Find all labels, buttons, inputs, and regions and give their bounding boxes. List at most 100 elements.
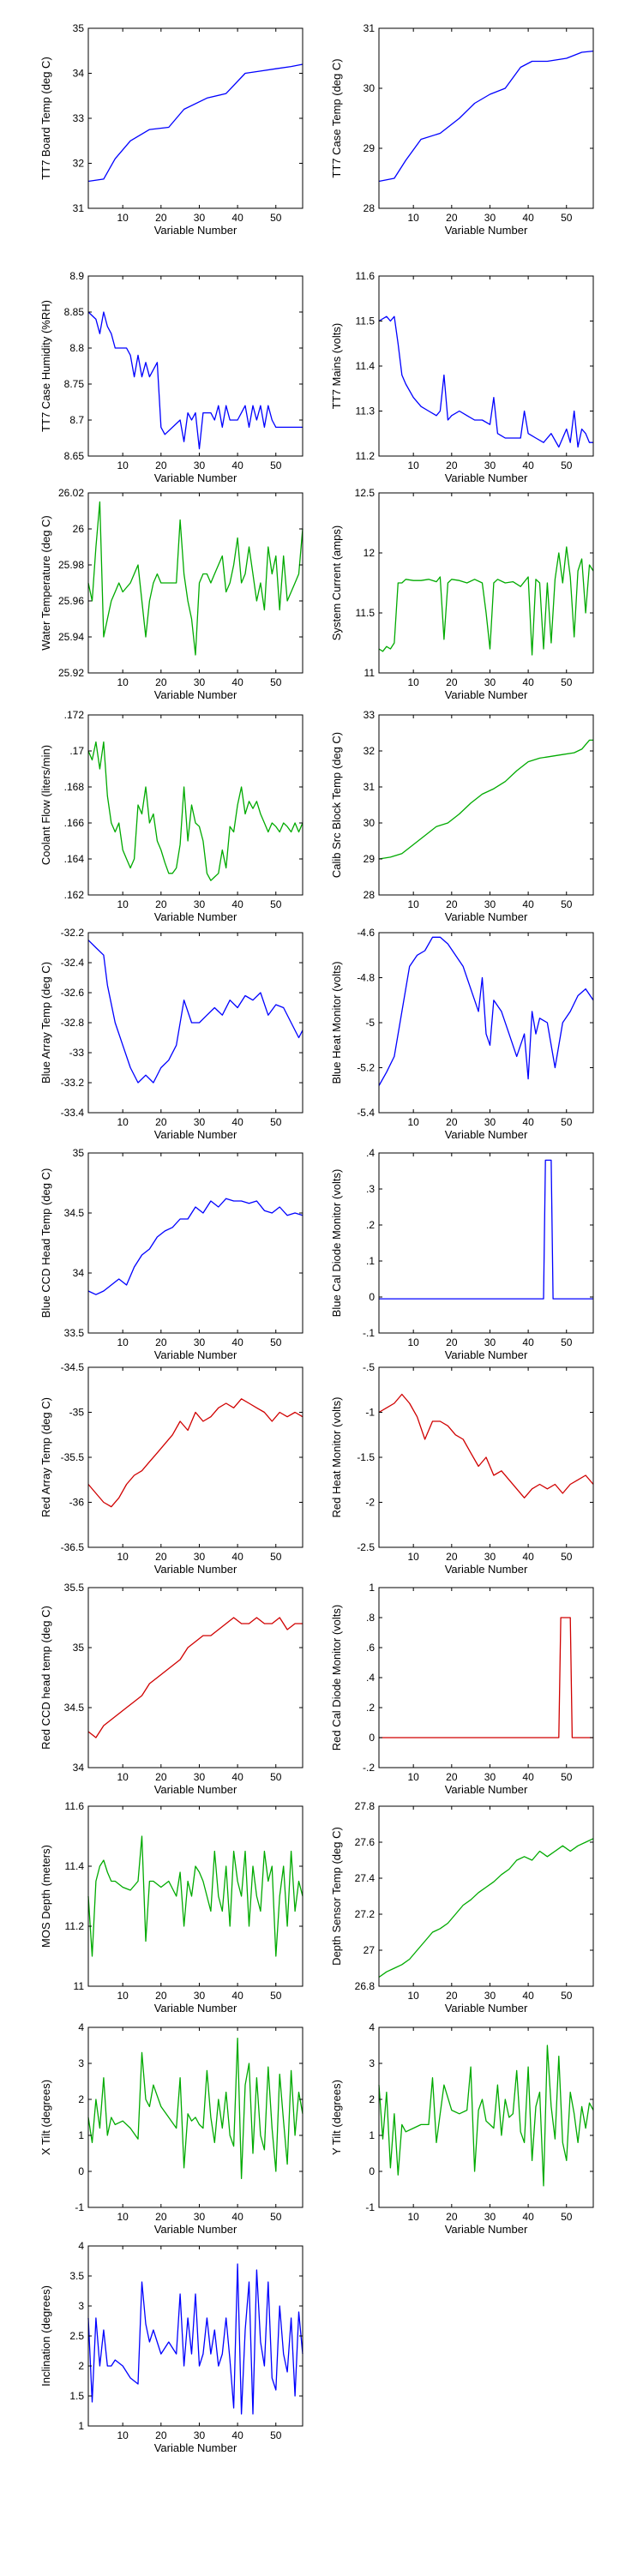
series-line-9 [378, 936, 594, 1086]
y-tick-label: 11.3 [356, 405, 376, 417]
series-line-12 [87, 1398, 303, 1508]
y-tick-label: 1 [369, 1582, 375, 1594]
y-tick-label: 35.5 [64, 1582, 85, 1594]
x-tick-label: 10 [407, 898, 419, 910]
x-tick-label: 50 [270, 1771, 282, 1783]
chart-panel-16: 10 20 30 40 50 11 11.2 11.4 11.6 Variable Number M… [39, 1800, 303, 2015]
series-line-5 [378, 546, 594, 656]
chart-panel-2: 10 20 30 40 50 8.65 8.7 8.75 8.8 8.85 8.9 Variable … [39, 270, 303, 484]
y-tick-label: .6 [366, 1642, 375, 1654]
y-tick-label: 25.92 [58, 667, 84, 679]
x-tick-label: 10 [117, 2429, 129, 2441]
x-tick-label: 40 [522, 1336, 534, 1348]
x-tick-label: 40 [522, 1551, 534, 1563]
x-axis-label: Variable Number [445, 224, 528, 237]
x-tick-label: 30 [484, 676, 496, 688]
axes-box-17 [378, 1805, 594, 1987]
x-tick-label: 40 [231, 459, 243, 471]
y-tick-label: 33.5 [64, 1327, 85, 1339]
x-tick-label: 30 [484, 2211, 496, 2223]
y-tick-label: 26 [73, 523, 85, 535]
y-tick-label: 29 [364, 142, 376, 154]
y-tick-label: 34 [73, 1762, 85, 1774]
series-line-8 [87, 940, 303, 1084]
x-tick-label: 40 [231, 1990, 243, 2002]
x-tick-label: 20 [155, 1551, 167, 1563]
x-tick-label: 50 [270, 1336, 282, 1348]
x-tick-label: 10 [407, 2211, 419, 2223]
x-tick-label: 50 [270, 212, 282, 224]
y-tick-label: 28 [364, 889, 376, 901]
x-tick-label: 50 [561, 212, 573, 224]
x-axis-label: Variable Number [154, 688, 237, 701]
x-tick-label: 20 [155, 898, 167, 910]
series-line-17 [378, 1838, 594, 1979]
y-tick-label: .164 [64, 853, 85, 865]
x-tick-label: 40 [231, 2429, 243, 2441]
y-tick-label: 11.6 [356, 270, 376, 282]
x-axis-label: Variable Number [445, 1783, 528, 1796]
y-tick-label: 3 [369, 2057, 375, 2069]
y-tick-label: .172 [64, 709, 85, 721]
y-tick-label: .166 [64, 817, 85, 829]
y-tick-label: -.5 [363, 1361, 375, 1373]
y-tick-label: 8.85 [64, 306, 85, 318]
chart-panel-17: 10 20 30 40 50 26.8 27 27.2 27.4 27.6 27.8 Variable… [330, 1800, 594, 2015]
axes-box-14 [87, 1587, 303, 1768]
y-tick-label: -32.8 [61, 1017, 85, 1029]
x-tick-label: 50 [561, 1990, 573, 2002]
y-tick-label: 11.5 [356, 607, 376, 619]
chart-panel-4: 10 20 30 40 50 25.92 25.94 25.96 25.98 26 26.02 Var… [39, 487, 303, 701]
y-tick-label: 31 [364, 781, 376, 793]
x-tick-label: 10 [407, 1551, 419, 1563]
y-tick-label: 2.5 [69, 2330, 84, 2342]
x-tick-label: 30 [484, 1771, 496, 1783]
x-tick-label: 40 [522, 676, 534, 688]
y-tick-label: 32 [364, 745, 376, 757]
y-tick-label: 30 [364, 82, 376, 94]
x-axis-label: Variable Number [445, 471, 528, 484]
y-tick-label: -35 [69, 1407, 85, 1419]
x-axis-label: Variable Number [154, 1563, 237, 1576]
y-tick-label: 8.8 [69, 342, 84, 354]
x-axis-label: Variable Number [445, 1348, 528, 1361]
series-line-6 [87, 741, 303, 881]
y-tick-label: 2 [78, 2093, 84, 2105]
x-tick-label: 50 [270, 459, 282, 471]
y-tick-label: 8.65 [64, 450, 85, 462]
chart-panel-1: 10 20 30 40 50 28 29 30 31 Variable Number TT7 Cas… [330, 22, 594, 237]
x-tick-label: 30 [194, 1990, 206, 2002]
x-tick-label: 20 [155, 1771, 167, 1783]
chart-panel-15: 10 20 30 40 50 -.2 0 .2 .4 .6 .8 1 Variable Number Re… [330, 1582, 594, 1796]
chart-panel-0: 10 20 30 40 50 31 32 33 34 35 Variable Number TT7 B… [39, 22, 303, 237]
x-tick-label: 30 [194, 1771, 206, 1783]
y-axis-label: Blue Cal Diode Monitor (volts) [330, 1169, 343, 1318]
series-line-1 [378, 50, 594, 183]
chart-panel-20: 10 20 30 40 50 1 1.5 2 2.5 3 3.5 4 Variable Number In… [39, 2240, 303, 2454]
y-tick-label: -36 [69, 1497, 85, 1509]
axes-box-19 [378, 2027, 594, 2208]
y-axis-label: TT7 Mains (volts) [330, 323, 343, 409]
x-axis-label: Variable Number [445, 910, 528, 923]
x-tick-label: 50 [561, 676, 573, 688]
y-tick-label: -33 [69, 1047, 85, 1059]
y-tick-label: 12 [364, 547, 376, 559]
y-tick-label: 0 [78, 2165, 84, 2177]
y-tick-label: 33 [73, 112, 85, 124]
y-tick-label: -34.5 [61, 1361, 85, 1373]
y-axis-label: System Current (amps) [330, 525, 343, 640]
y-tick-label: -1 [365, 2201, 375, 2213]
y-tick-label: 3 [78, 2057, 84, 2069]
axes-box-10 [87, 1152, 303, 1334]
x-tick-label: 10 [117, 1771, 129, 1783]
axes-box-9 [378, 932, 594, 1114]
y-tick-label: .1 [366, 1255, 375, 1267]
x-tick-label: 20 [446, 2211, 458, 2223]
y-tick-label: -4.6 [357, 927, 375, 939]
x-tick-label: 10 [117, 898, 129, 910]
x-tick-label: 50 [561, 2211, 573, 2223]
y-tick-label: 3 [78, 2300, 84, 2312]
x-tick-label: 50 [561, 1771, 573, 1783]
chart-panel-19: 10 20 30 40 50 -1 0 1 2 3 4 Variable Number Y Tilt (… [330, 2021, 594, 2236]
